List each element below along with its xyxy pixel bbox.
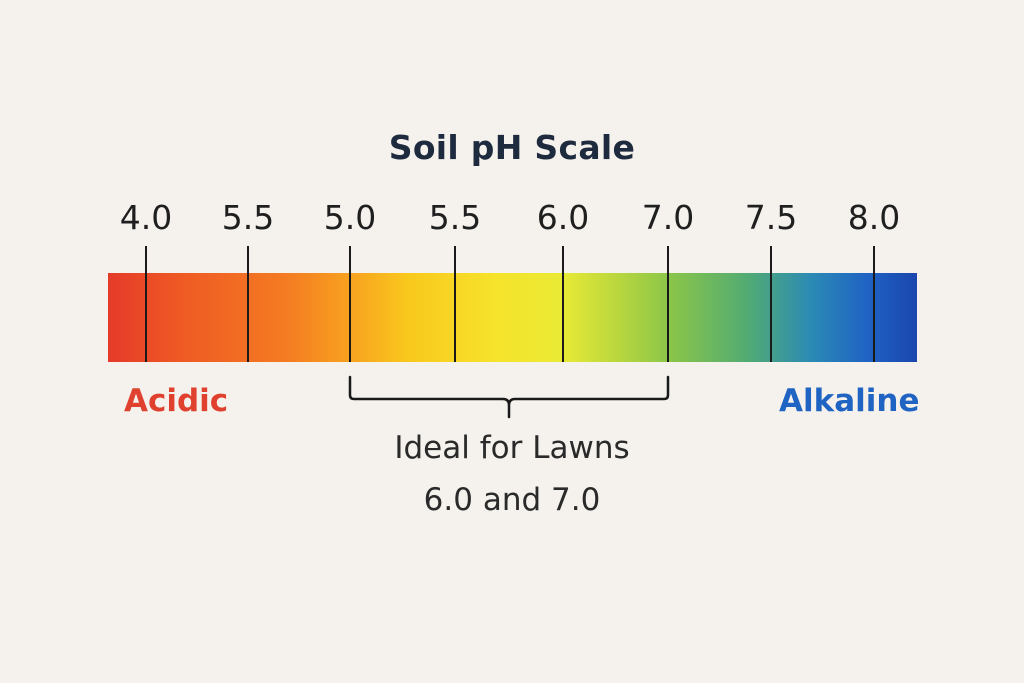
tick-line [349,246,351,362]
tick-line [667,246,669,362]
tick-label: 6.0 [536,198,590,237]
tick-line [562,246,564,362]
page-title: Soil pH Scale [388,128,636,167]
alkaline-label: Alkaline [779,383,920,419]
tick-label: 5.5 [221,198,275,237]
tick-label: 8.0 [847,198,901,237]
tick-label: 7.5 [744,198,798,237]
acidic-label: Acidic [124,383,229,419]
ideal-range-bracket [348,375,670,419]
tick-label: 7.0 [641,198,695,237]
ph-gradient-bar [108,273,917,362]
tick-label: 5.5 [428,198,482,237]
tick-line [247,246,249,362]
ideal-range-title: Ideal for Lawns [394,430,630,466]
tick-line [145,246,147,362]
tick-line [770,246,772,362]
tick-label: 5.0 [323,198,377,237]
tick-label: 4.0 [119,198,173,237]
ideal-range-values: 6.0 and 7.0 [423,482,601,518]
tick-line [873,246,875,362]
tick-line [454,246,456,362]
